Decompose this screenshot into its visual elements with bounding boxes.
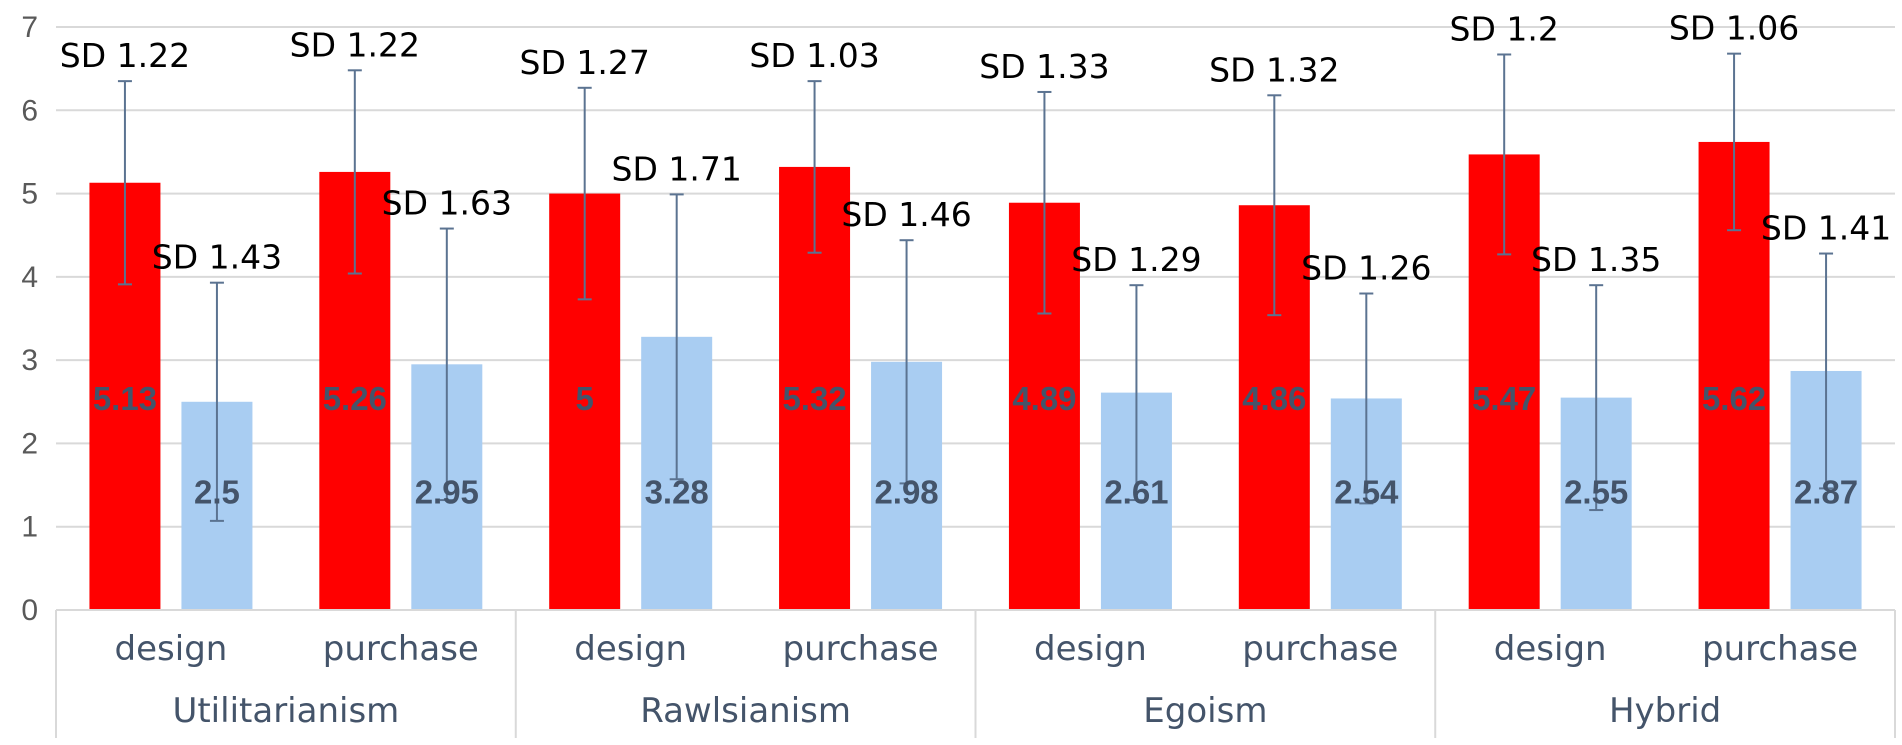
- value-label: 2.98: [874, 473, 938, 510]
- value-label: 5.62: [1702, 380, 1766, 417]
- sd-label: SD 1.35: [1531, 240, 1661, 279]
- category-label: purchase: [783, 629, 939, 669]
- sd-label: SD 1.43: [152, 238, 282, 277]
- sd-label: SD 1.33: [979, 47, 1109, 86]
- sd-label: SD 1.2: [1450, 9, 1559, 48]
- y-tick-label: 7: [21, 11, 38, 44]
- sd-label: SD 1.29: [1071, 240, 1201, 279]
- value-label: 4.86: [1242, 380, 1306, 417]
- category-label: design: [574, 629, 687, 669]
- value-label: 2.95: [415, 473, 479, 510]
- sd-label: SD 1.63: [382, 184, 512, 223]
- sd-label: SD 1.22: [290, 25, 420, 64]
- value-label: 5.32: [782, 380, 846, 417]
- sd-label: SD 1.26: [1301, 249, 1431, 288]
- group-label: Hybrid: [1609, 691, 1721, 731]
- sd-label: SD 1.03: [749, 36, 879, 75]
- category-label: design: [1034, 629, 1147, 669]
- sd-label: SD 1.27: [520, 43, 650, 82]
- sd-label: SD 1.41: [1761, 209, 1891, 248]
- value-label: 2.55: [1564, 473, 1628, 510]
- sd-label: SD 1.71: [612, 149, 742, 188]
- y-tick-label: 1: [21, 511, 38, 544]
- error-bars: [117, 52, 1834, 522]
- sd-label: SD 1.22: [60, 36, 190, 75]
- value-label: 5.47: [1472, 380, 1536, 417]
- value-label: 5.13: [93, 380, 157, 417]
- value-label: 2.87: [1794, 473, 1858, 510]
- value-label: 3.28: [645, 473, 709, 510]
- value-label: 2.5: [194, 473, 240, 510]
- x-axis: Utilitarianism design purchase Rawlsianism d…: [55, 609, 1896, 738]
- group-label: Utilitarianism: [172, 691, 399, 731]
- y-tick-label: 4: [21, 261, 38, 294]
- sd-label: SD 1.46: [841, 195, 971, 234]
- category-label: design: [115, 629, 228, 669]
- category-label: purchase: [1242, 629, 1398, 669]
- y-tick-label: 2: [21, 427, 38, 460]
- category-label: purchase: [323, 629, 479, 669]
- value-label: 4.89: [1012, 380, 1076, 417]
- value-label: 2.54: [1334, 473, 1399, 510]
- y-tick-label: 0: [21, 594, 38, 627]
- y-tick-label: 5: [21, 178, 38, 211]
- sd-label: SD 1.32: [1209, 50, 1339, 89]
- value-label: 5: [576, 380, 594, 417]
- value-label: 5.26: [323, 380, 387, 417]
- category-label: purchase: [1702, 629, 1858, 669]
- group-label: Rawlsianism: [640, 691, 851, 731]
- y-axis-ticks: 0 1 2 3 4 5 6 7: [21, 11, 38, 627]
- y-tick-label: 6: [21, 94, 38, 127]
- group-label: Egoism: [1143, 691, 1267, 731]
- y-tick-label: 3: [21, 344, 38, 377]
- data-labels: SD 1.22 5.13 SD 1.43 2.5 SD 1.22 5.26 SD 1.63 2…: [60, 9, 1891, 511]
- value-label: 2.61: [1104, 473, 1168, 510]
- sd-label: SD 1.06: [1669, 9, 1799, 48]
- category-label: design: [1494, 629, 1607, 669]
